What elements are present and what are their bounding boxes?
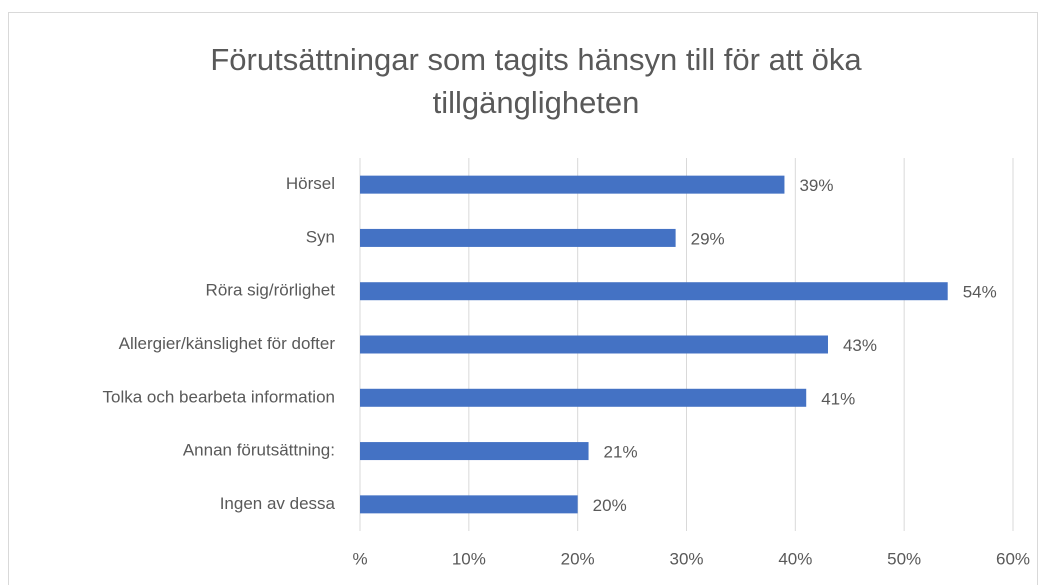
y-tick-label: Syn — [306, 227, 335, 246]
bar — [360, 442, 589, 461]
chart-border — [8, 12, 1038, 585]
x-tick-label: 40% — [778, 549, 812, 568]
x-tick-label: 30% — [669, 549, 703, 568]
data-label: 41% — [821, 389, 855, 408]
data-label: 29% — [691, 229, 725, 248]
x-tick-label: 50% — [887, 549, 921, 568]
y-tick-label: Röra sig/rörlighet — [206, 281, 336, 300]
chart-title: Förutsättningar som tagits hänsyn till f… — [210, 42, 862, 120]
bar — [360, 335, 828, 354]
y-tick-label: Hörsel — [286, 174, 335, 193]
bar — [360, 495, 578, 514]
y-tick-label: Tolka och bearbeta information — [103, 387, 335, 406]
y-tick-label: Ingen av dessa — [220, 494, 336, 513]
bar — [360, 282, 948, 301]
data-label: 20% — [593, 496, 627, 515]
y-tick-label: Allergier/känslighet för dofter — [119, 334, 336, 353]
bar — [360, 228, 676, 247]
x-tick-label: 60% — [996, 549, 1030, 568]
x-tick-label: % — [352, 549, 367, 568]
data-label: 54% — [963, 283, 997, 302]
data-label: 43% — [843, 336, 877, 355]
data-label: 39% — [799, 176, 833, 195]
x-tick-label: 20% — [561, 549, 595, 568]
bar — [360, 388, 807, 407]
bar — [360, 175, 785, 194]
y-tick-label: Annan förutsättning: — [183, 441, 335, 460]
data-label: 21% — [604, 443, 638, 462]
x-tick-label: 10% — [452, 549, 486, 568]
